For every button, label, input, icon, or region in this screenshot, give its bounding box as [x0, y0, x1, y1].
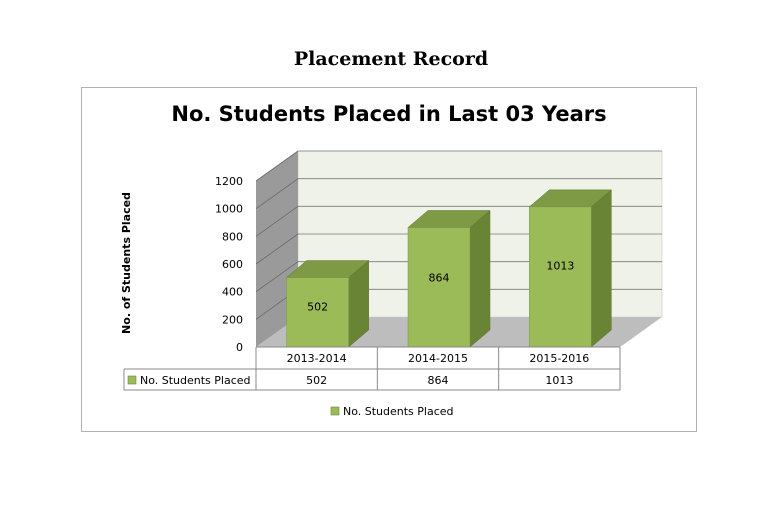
y-tick-label: 800 — [222, 230, 243, 243]
table-cell: 1013 — [545, 374, 573, 387]
data-table: 2013-2014 2014-2015 2015-2016 No. Students … — [123, 346, 621, 391]
x-tick-label: 2015-2016 — [529, 352, 589, 365]
chart-title: No. Students Placed in Last 03 Years — [171, 102, 606, 126]
bar-front — [286, 277, 349, 348]
table-cell: 502 — [306, 374, 327, 387]
bar-side — [469, 209, 491, 348]
bar: 864 — [407, 209, 491, 348]
y-tick-label: 400 — [222, 286, 243, 299]
page-title: Placement Record — [293, 48, 489, 70]
gridline-side — [255, 233, 299, 265]
x-tick-label: 2014-2015 — [408, 352, 468, 365]
gridline-side — [255, 206, 299, 237]
bar-front — [529, 206, 592, 348]
legend-label: No. Students Placed — [343, 405, 454, 418]
bar: 502 — [285, 260, 370, 348]
bar-front — [407, 227, 471, 348]
y-tick-labels: 0 200 400 600 800 1000 1200 — [215, 175, 243, 354]
legend: No. Students Placed — [330, 405, 454, 418]
y-tick-label: 600 — [222, 258, 243, 271]
gridline-side — [255, 261, 299, 292]
table-cell: 864 — [428, 374, 449, 387]
gridline-side — [255, 150, 299, 182]
y-axis-label: No. of Students Placed — [120, 192, 133, 334]
y-tick-label: 1000 — [215, 203, 243, 216]
bar-side — [591, 189, 612, 348]
y-tick-label: 200 — [222, 313, 243, 326]
x-tick-label: 2013-2014 — [287, 352, 347, 365]
y-tick-label: 1200 — [215, 175, 243, 188]
table-legend-swatch — [127, 375, 137, 385]
bar: 1013 — [528, 189, 613, 348]
bar-data-label: 502 — [307, 301, 328, 314]
bar-data-label: 864 — [429, 272, 450, 285]
gridline-side — [255, 178, 299, 209]
legend-swatch — [330, 406, 340, 416]
y-tick-label: 0 — [236, 341, 243, 354]
bar-data-label: 1013 — [546, 260, 574, 273]
bars: 502 864 1013 — [285, 189, 613, 348]
table-row-label: No. Students Placed — [140, 374, 251, 387]
